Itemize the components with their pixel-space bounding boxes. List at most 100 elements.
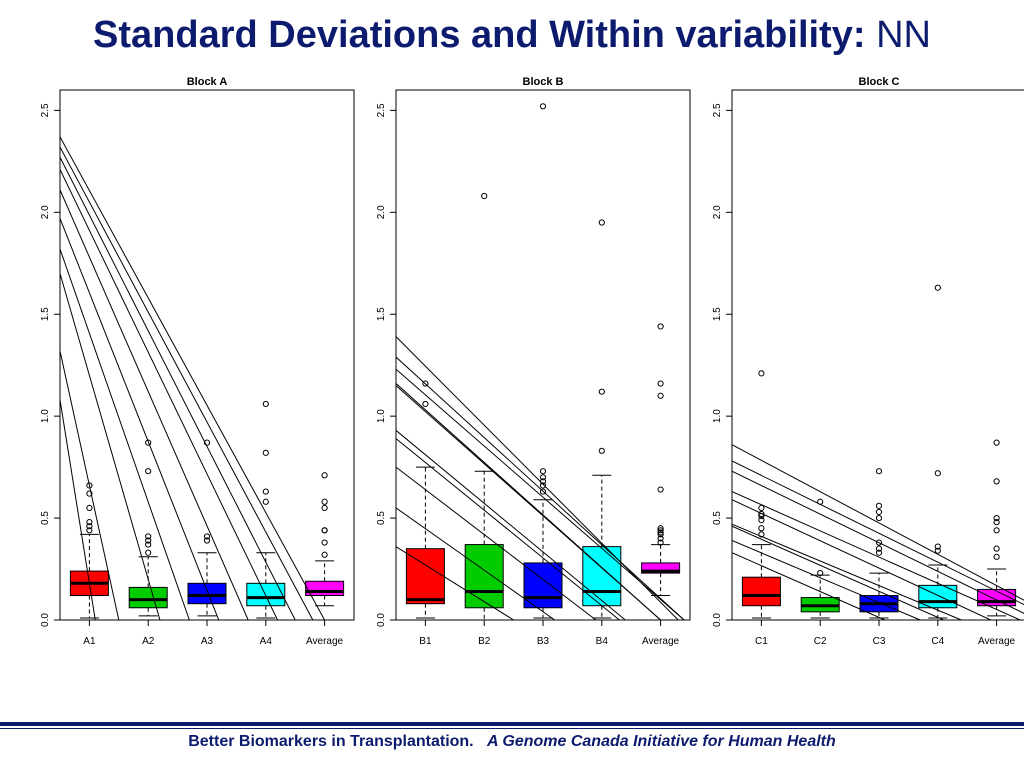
footer-left: Better Biomarkers in Transplantation. bbox=[188, 733, 474, 750]
diagonal-line bbox=[60, 146, 314, 620]
diagonal-line bbox=[732, 444, 1024, 601]
outlier-point bbox=[86, 523, 93, 530]
diagonal-lines bbox=[732, 444, 1024, 620]
y-tick-label: 0.5 bbox=[40, 511, 51, 525]
box-B4 bbox=[582, 219, 622, 619]
outlier-point bbox=[817, 570, 824, 577]
box-A4 bbox=[246, 400, 286, 619]
y-tick-label: 0.5 bbox=[712, 511, 723, 525]
outlier-point bbox=[539, 468, 547, 475]
outlier-point bbox=[321, 504, 328, 511]
diagonal-line bbox=[396, 385, 661, 620]
y-tick-label: 1.0 bbox=[40, 409, 51, 423]
diagonal-line bbox=[396, 507, 556, 620]
box-body bbox=[128, 586, 168, 609]
outlier-point bbox=[934, 470, 941, 477]
outlier-point bbox=[758, 525, 765, 532]
outlier-point bbox=[657, 531, 664, 538]
outlier-point bbox=[657, 380, 664, 387]
box-body bbox=[305, 580, 345, 597]
outlier-point bbox=[321, 472, 328, 479]
diagonal-line bbox=[396, 546, 514, 620]
box-A2 bbox=[128, 439, 168, 617]
footer-divider-thin bbox=[0, 728, 1024, 729]
y-tick-label: 2.5 bbox=[376, 103, 387, 117]
footer-right: A Genome Canada Initiative for Human Hea… bbox=[486, 733, 836, 750]
outlier-point bbox=[262, 400, 269, 408]
y-tick-label: 1.5 bbox=[376, 307, 387, 321]
y-tick-label: 2.0 bbox=[40, 205, 51, 219]
outlier-point bbox=[758, 370, 765, 377]
outlier-point bbox=[657, 529, 664, 536]
x-tick-label: C2 bbox=[814, 636, 827, 647]
outlier-point bbox=[875, 539, 883, 546]
outlier-point bbox=[598, 219, 605, 226]
outlier-point bbox=[321, 498, 328, 505]
x-tick-label: B4 bbox=[596, 636, 609, 647]
x-tick-label: A1 bbox=[83, 636, 96, 647]
y-tick-label: 1.0 bbox=[712, 409, 723, 423]
outlier-point bbox=[934, 543, 941, 550]
chart-panel-1: Block A 0.0 0.5 1.0 1.5 2.0 2.5 A1 A2 A3 A4 Average bbox=[40, 76, 355, 647]
box-C4 bbox=[918, 284, 958, 619]
diagonal-line bbox=[396, 336, 679, 620]
diagonal-line bbox=[60, 218, 220, 620]
diagonal-line bbox=[60, 157, 296, 620]
outlier-point bbox=[875, 468, 883, 475]
outlier-point bbox=[875, 502, 883, 509]
title-main: Standard Deviations and Within variabili… bbox=[93, 14, 866, 56]
diagonal-line bbox=[396, 356, 685, 620]
outlier-point bbox=[993, 519, 1000, 526]
outlier-point bbox=[321, 539, 328, 546]
y-tick-label: 1.5 bbox=[40, 307, 51, 321]
outlier-point bbox=[758, 517, 765, 524]
outlier-point bbox=[86, 504, 93, 511]
y-tick-label: 0.0 bbox=[712, 613, 723, 627]
outlier-point bbox=[539, 474, 547, 481]
x-tick-label: Average bbox=[306, 636, 344, 647]
y-tick-label: 1.5 bbox=[712, 307, 723, 321]
x-tick-label: B1 bbox=[419, 636, 432, 647]
outlier-point bbox=[875, 508, 883, 516]
box-Average bbox=[977, 439, 1017, 617]
outlier-point bbox=[758, 510, 765, 518]
diagonal-line bbox=[732, 525, 944, 620]
plot-frame bbox=[59, 89, 355, 621]
title-suffix: NN bbox=[876, 14, 931, 56]
outlier-point bbox=[657, 535, 664, 542]
outlier-point bbox=[598, 447, 605, 454]
box-body bbox=[741, 576, 781, 607]
y-tick-label: 2.5 bbox=[712, 103, 723, 117]
diagonal-line bbox=[732, 470, 1024, 614]
x-tick-label: A4 bbox=[260, 636, 273, 647]
diagonal-lines bbox=[60, 136, 326, 620]
diagonal-line bbox=[396, 430, 626, 620]
diagonal-line bbox=[60, 136, 326, 620]
y-tick-label: 1.0 bbox=[376, 409, 387, 423]
outlier-point bbox=[203, 533, 211, 540]
diagonal-line bbox=[732, 491, 1021, 620]
outlier-point bbox=[657, 539, 664, 546]
outlier-point bbox=[145, 533, 152, 540]
y-tick-label: 2.0 bbox=[376, 205, 387, 219]
outlier-point bbox=[262, 498, 269, 505]
diagonal-line bbox=[60, 350, 120, 620]
x-tick-label: A2 bbox=[142, 636, 155, 647]
diagonal-line bbox=[732, 540, 921, 620]
outlier-point bbox=[321, 527, 328, 534]
footer: Better Biomarkers in Transplantation. A … bbox=[0, 733, 1024, 751]
outlier-point bbox=[262, 488, 269, 495]
outlier-point bbox=[145, 549, 152, 556]
diagonal-line bbox=[60, 189, 249, 620]
x-tick-label: Average bbox=[642, 636, 680, 647]
diagonal-line bbox=[60, 273, 161, 620]
outlier-point bbox=[993, 545, 1000, 552]
outlier-point bbox=[657, 486, 664, 493]
outlier-point bbox=[422, 380, 429, 387]
x-tick-label: A3 bbox=[201, 636, 214, 647]
panel-title: Block B bbox=[523, 76, 564, 88]
outlier-point bbox=[145, 541, 152, 548]
outlier-point bbox=[86, 482, 93, 489]
y-tick-label: 2.0 bbox=[712, 205, 723, 219]
outlier-point bbox=[422, 400, 429, 408]
